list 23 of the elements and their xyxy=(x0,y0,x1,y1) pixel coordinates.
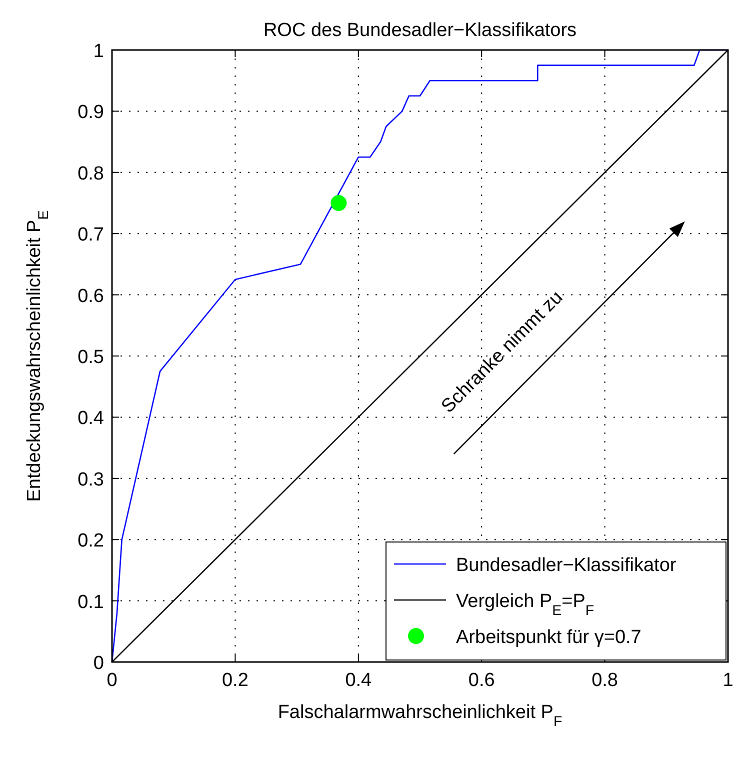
y-tick-label: 0.6 xyxy=(78,286,104,307)
x-tick-label: 1 xyxy=(722,670,734,691)
x-tick-label: 0.6 xyxy=(468,670,495,691)
y-tick-label: 0.5 xyxy=(78,347,104,368)
y-tick-label: 1 xyxy=(93,41,104,62)
line-series xyxy=(111,49,729,663)
y-tick-label: 0.1 xyxy=(78,592,104,613)
legend-label: Arbeitspunkt für γ=0.7 xyxy=(456,627,642,648)
x-tick-label: 0.4 xyxy=(345,670,372,691)
x-axis-title: Falschalarmwahrscheinlichkeit P$_{F}$ xyxy=(278,702,562,730)
y-tick-label: 0.7 xyxy=(78,224,104,246)
legend-label: Vergleich P$_{E}$=P$_{F}$ xyxy=(456,591,594,619)
x-tick-label: 0.8 xyxy=(592,670,618,691)
y-tick-label: 0.4 xyxy=(78,408,104,430)
y-tick-label: 0.9 xyxy=(78,102,104,124)
x-tick-label: 0.2 xyxy=(222,670,248,691)
legend-label: Bundesadler−Klassifikator xyxy=(456,555,677,576)
y-tick-label: 0 xyxy=(93,653,104,674)
y-tick-label: 0.8 xyxy=(78,163,104,184)
x-tick-label: 0 xyxy=(106,670,118,691)
y-tick-label: 0.2 xyxy=(78,530,104,552)
y-tick-label: 0.3 xyxy=(78,469,104,490)
chart-title: ROC des Bundesadler−Klassifikators xyxy=(263,20,577,41)
